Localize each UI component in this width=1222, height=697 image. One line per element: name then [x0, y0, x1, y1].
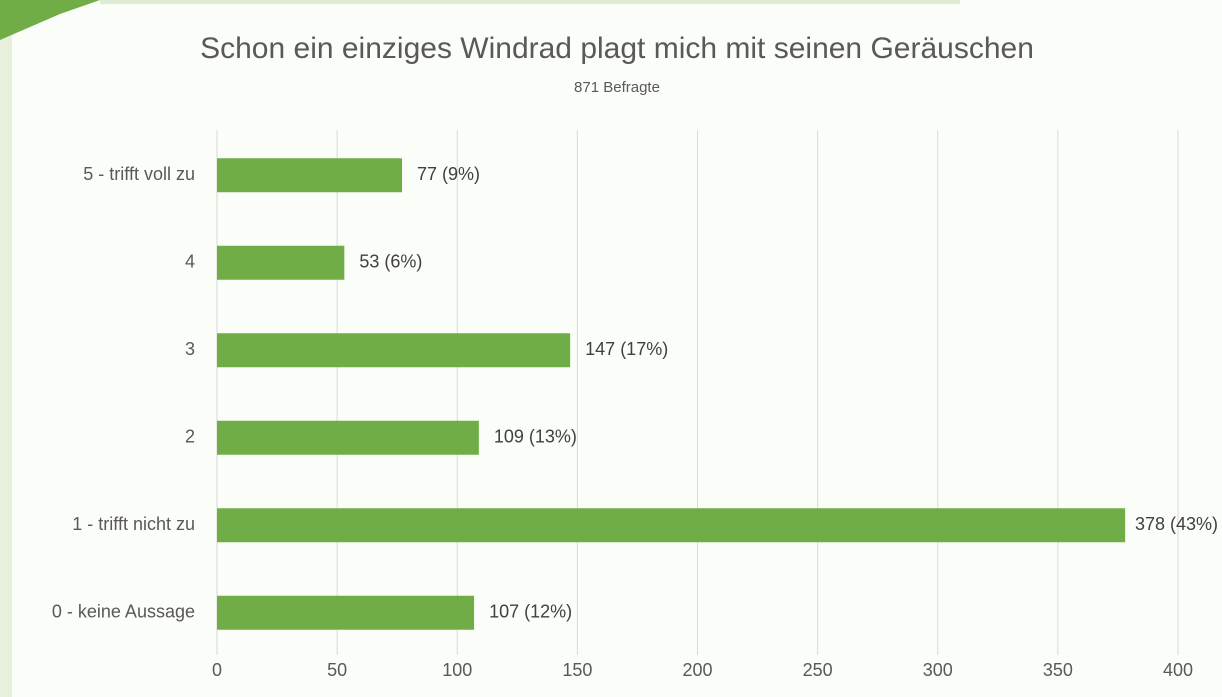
bar	[217, 158, 402, 193]
data-label: 53 (6%)	[359, 252, 422, 272]
chart-subtitle: 871 Befragte	[574, 79, 660, 96]
data-label: 107 (12%)	[489, 602, 572, 622]
x-tick-label: 50	[327, 660, 347, 680]
bar	[217, 420, 479, 455]
y-tick-label: 0 - keine Aussage	[52, 602, 195, 622]
x-tick-label: 150	[562, 660, 592, 680]
y-tick-label: 4	[185, 252, 195, 272]
data-label: 109 (13%)	[494, 427, 577, 447]
x-tick-label: 200	[682, 660, 712, 680]
corner-decoration	[0, 0, 100, 40]
bar	[217, 508, 1126, 543]
y-tick-label: 1 - trifft nicht zu	[72, 514, 195, 534]
y-tick-label: 5 - trifft voll zu	[83, 164, 195, 184]
bar	[217, 595, 475, 630]
y-tick-label: 3	[185, 339, 195, 359]
data-label: 77 (9%)	[417, 164, 480, 184]
x-tick-label: 350	[1043, 660, 1073, 680]
bar	[217, 333, 571, 368]
x-tick-label: 300	[923, 660, 953, 680]
data-label: 378 (43%)	[1135, 514, 1218, 534]
x-tick-label: 0	[212, 660, 222, 680]
x-tick-label: 250	[803, 660, 833, 680]
left-frame	[0, 0, 12, 697]
x-tick-label: 100	[442, 660, 472, 680]
chart-title: Schon ein einziges Windrad plagt mich mi…	[200, 32, 1034, 65]
bar	[217, 245, 345, 280]
data-label: 147 (17%)	[585, 339, 668, 359]
x-tick-label: 400	[1163, 660, 1193, 680]
y-tick-label: 2	[185, 427, 195, 447]
